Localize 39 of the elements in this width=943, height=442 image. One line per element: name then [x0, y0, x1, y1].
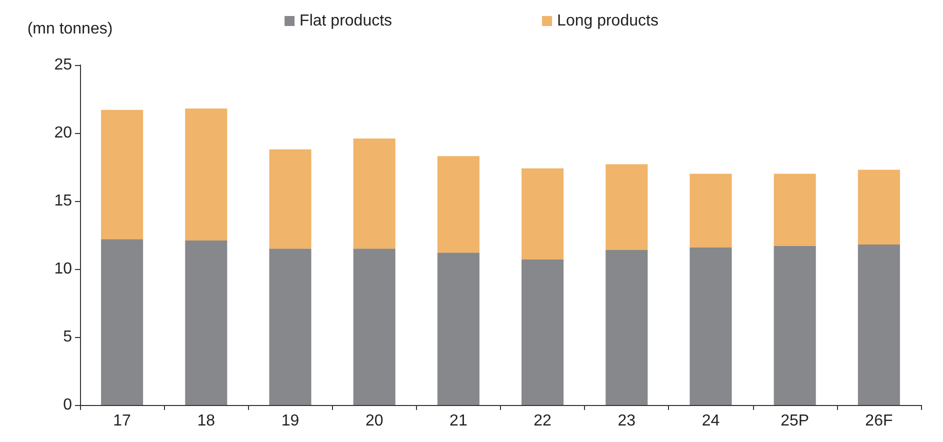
bar: [522, 168, 564, 260]
bar: [858, 170, 900, 245]
x-tick-label: 17: [113, 412, 132, 430]
x-tick-label: 25P: [780, 412, 810, 430]
bar: [101, 110, 144, 240]
bar: [774, 174, 816, 246]
bar: [606, 250, 648, 405]
x-tick-label: 18: [197, 412, 216, 430]
y-tick-label: 15: [54, 192, 72, 210]
bar: [269, 248, 312, 405]
legend-label: Flat products: [300, 12, 392, 30]
x-tick-label: 19: [281, 412, 300, 430]
x-tick-label: 24: [702, 412, 720, 430]
x-tick-label: 20: [365, 412, 384, 430]
x-tick-label: 26F: [865, 412, 893, 430]
bar: [774, 246, 816, 405]
x-tick-label: 23: [618, 412, 636, 430]
bar: [690, 247, 732, 405]
bar: [185, 240, 228, 405]
bar: [606, 164, 648, 250]
y-tick-label: 0: [63, 396, 72, 414]
bar: [185, 108, 228, 240]
y-tick-label: 25: [54, 56, 72, 74]
bar: [522, 259, 564, 405]
y-tick-label: 10: [54, 260, 72, 278]
bar: [858, 244, 900, 405]
bar: [101, 239, 144, 405]
legend-label: Long products: [557, 12, 658, 30]
bar: [353, 248, 396, 405]
bar: [353, 138, 396, 249]
bar: [437, 156, 480, 253]
x-tick-label: 21: [450, 412, 468, 430]
y-tick-label: 5: [63, 328, 72, 346]
bar: [269, 149, 312, 249]
bar: [690, 174, 732, 248]
x-tick-label: 22: [534, 412, 552, 430]
y-tick-label: 20: [54, 124, 72, 142]
bar: [437, 252, 480, 405]
y-axis-title: (mn tonnes): [27, 20, 113, 38]
